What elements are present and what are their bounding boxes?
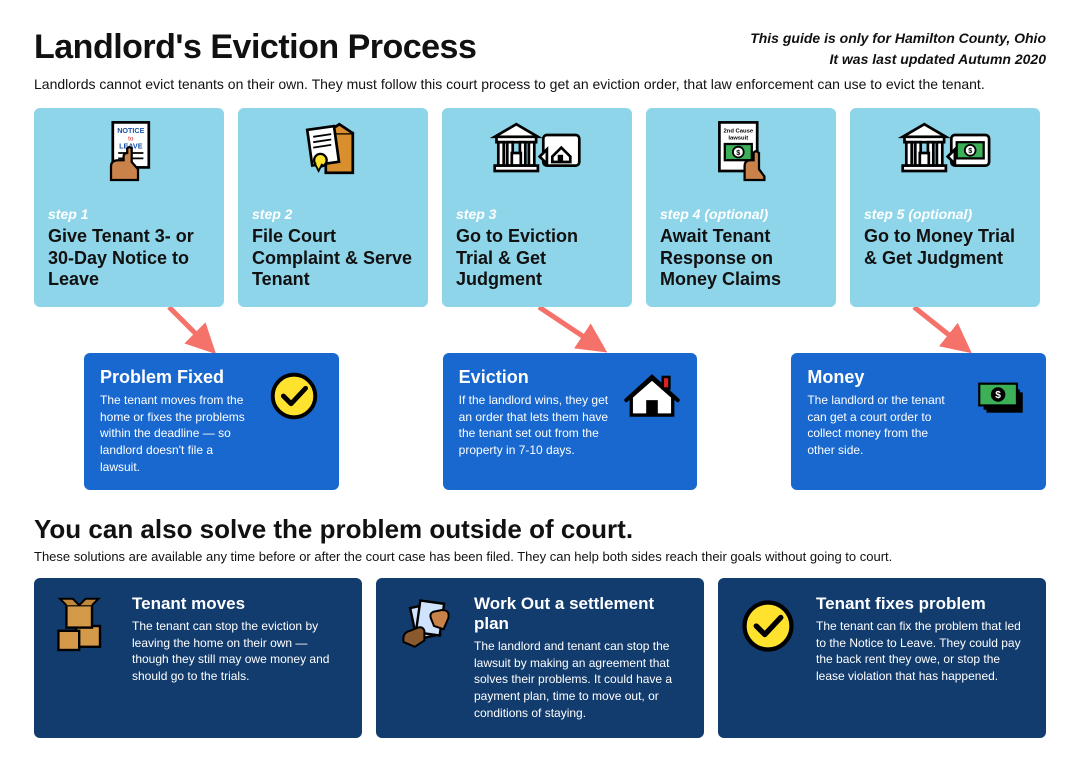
page-title: Landlord's Eviction Process [34, 28, 476, 67]
svg-text:2nd Cause: 2nd Cause [724, 128, 754, 134]
step-card: $ step 5 (optional) Go to Money Trial & … [850, 108, 1040, 307]
solution-card: Work Out a settlement plan The landlord … [376, 578, 704, 738]
step-card: NOTICE to LEAVE step 1 Give Tenant 3- or… [34, 108, 224, 307]
outcome-title: Money [807, 367, 958, 388]
step-title: Go to Eviction Trial & Get Judgment [456, 226, 618, 291]
solution-icon [394, 594, 458, 663]
section2-title: You can also solve the problem outside o… [34, 514, 1046, 545]
arrows-row [34, 307, 1046, 353]
step-title: Await Tenant Response on Money Claims [660, 226, 822, 291]
solution-icon [52, 594, 116, 663]
solution-icon [736, 594, 800, 663]
outcome-card: Money The landlord or the tenant can get… [791, 353, 1046, 490]
step-icon: $ [850, 108, 1040, 198]
solution-text: The landlord and tenant can stop the law… [474, 638, 686, 722]
solution-card: Tenant moves The tenant can stop the evi… [34, 578, 362, 738]
solution-text: The tenant can fix the problem that led … [816, 618, 1028, 685]
guide-note: This guide is only for Hamilton County, … [750, 28, 1046, 70]
step-icon: 2nd Cause lawsuit $ [646, 108, 836, 198]
svg-text:$: $ [968, 146, 972, 155]
arrows-svg [34, 307, 1046, 353]
step-card: step 3 Go to Eviction Trial & Get Judgme… [442, 108, 632, 307]
outcome-icon [623, 367, 681, 430]
solution-title: Work Out a settlement plan [474, 594, 686, 634]
svg-text:$: $ [995, 390, 1001, 401]
outcome-card: Eviction If the landlord wins, they get … [443, 353, 698, 490]
step-title: Go to Money Trial & Get Judgment [864, 226, 1026, 269]
outcome-card: Problem Fixed The tenant moves from the … [84, 353, 339, 490]
step-label: step 3 [456, 206, 618, 222]
guide-note-line-2: It was last updated Autumn 2020 [750, 49, 1046, 70]
section2-subtitle: These solutions are available any time b… [34, 549, 1046, 564]
outcome-title: Eviction [459, 367, 610, 388]
outcomes-row: Problem Fixed The tenant moves from the … [34, 353, 1046, 490]
step-title: File Court Complaint & Serve Tenant [252, 226, 414, 291]
solution-card: Tenant fixes problem The tenant can fix … [718, 578, 1046, 738]
step-label: step 2 [252, 206, 414, 222]
step-icon [238, 108, 428, 198]
solutions-row: Tenant moves The tenant can stop the evi… [34, 578, 1046, 738]
solution-title: Tenant moves [132, 594, 344, 614]
outcome-text: The landlord or the tenant can get a cou… [807, 392, 958, 459]
outcome-text: If the landlord wins, they get an order … [459, 392, 610, 459]
step-card: step 2 File Court Complaint & Serve Tena… [238, 108, 428, 307]
step-label: step 1 [48, 206, 210, 222]
outcome-text: The tenant moves from the home or fixes … [100, 392, 251, 476]
svg-text:NOTICE: NOTICE [117, 126, 144, 135]
step-label: step 5 (optional) [864, 206, 1026, 222]
svg-text:lawsuit: lawsuit [728, 136, 748, 142]
step-card: 2nd Cause lawsuit $ step 4 (optional) Aw… [646, 108, 836, 307]
step-label: step 4 (optional) [660, 206, 822, 222]
step-title: Give Tenant 3- or 30-Day Notice to Leave [48, 226, 210, 291]
step-icon [442, 108, 632, 198]
page-subtitle: Landlords cannot evict tenants on their … [34, 76, 1046, 92]
outcome-icon: $ [972, 367, 1030, 430]
solution-text: The tenant can stop the eviction by leav… [132, 618, 344, 685]
outcome-title: Problem Fixed [100, 367, 251, 388]
guide-note-line-1: This guide is only for Hamilton County, … [750, 28, 1046, 49]
step-icon: NOTICE to LEAVE [34, 108, 224, 198]
solution-title: Tenant fixes problem [816, 594, 1028, 614]
steps-row: NOTICE to LEAVE step 1 Give Tenant 3- or… [34, 108, 1046, 307]
outcome-icon [265, 367, 323, 430]
svg-text:$: $ [736, 148, 740, 157]
